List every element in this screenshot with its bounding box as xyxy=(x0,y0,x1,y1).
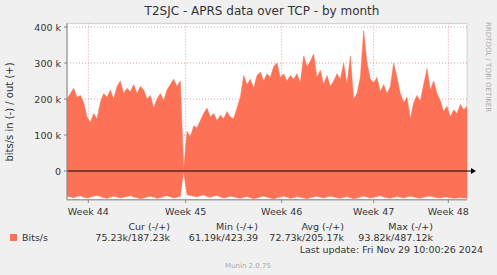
y-axis-line xyxy=(67,23,68,199)
x-axis-arrow xyxy=(471,168,476,174)
x-tick-label: Week 48 xyxy=(428,206,469,217)
plot-area xyxy=(67,23,467,199)
y-axis-label: bits/s in (-) / out (+) xyxy=(4,62,15,161)
x-axis-line xyxy=(67,199,467,200)
data-group xyxy=(67,31,467,199)
stats-header: Avg (-/+) xyxy=(301,221,344,232)
legend-swatch xyxy=(10,234,17,241)
stats-value: 93.82k/487.12k xyxy=(358,232,433,243)
y-grid-line xyxy=(67,27,467,28)
y-tick-label: 300 k xyxy=(34,58,61,69)
out-area xyxy=(67,31,467,171)
x-tick-label: Week 46 xyxy=(261,206,302,217)
legend-label: Bits/s xyxy=(22,232,48,243)
grid xyxy=(64,23,467,202)
stats-value: 72.73k/205.17k xyxy=(269,232,344,243)
in-area xyxy=(67,171,467,199)
last-update: Last update: Fri Nov 29 10:00:26 2024 xyxy=(300,244,483,255)
title: T2SJC - APRS data over TCP - by month xyxy=(144,4,380,18)
stats-value: 61.19k/423.39 xyxy=(189,232,258,243)
y-tick-label: 100 k xyxy=(34,130,61,141)
stats-header: Max (-/+) xyxy=(388,221,433,232)
x-tick-label: Week 44 xyxy=(68,206,109,217)
zero-line xyxy=(67,171,471,172)
x-tick-label: Week 45 xyxy=(165,206,206,217)
x-tick-label: Week 47 xyxy=(353,206,394,217)
y-grid-line xyxy=(67,63,467,64)
stats-value: 75.23k/187.23k xyxy=(95,232,170,243)
watermark: RRDTOOL / TOBI OETIKER xyxy=(484,22,492,112)
y-tick-label: 400 k xyxy=(34,22,61,33)
background xyxy=(0,0,497,275)
y-tick-label: 0 xyxy=(55,166,61,177)
chart: Week 44 Week 45 Week 46 Week 47 Week 48 0 100 … xyxy=(0,0,497,275)
stats-header: Min (-/+) xyxy=(216,221,258,232)
y-tick-label: 200 k xyxy=(34,94,61,105)
credit: Munin 2.0.75 xyxy=(225,262,271,270)
stats-header: Cur (-/+) xyxy=(128,221,170,232)
